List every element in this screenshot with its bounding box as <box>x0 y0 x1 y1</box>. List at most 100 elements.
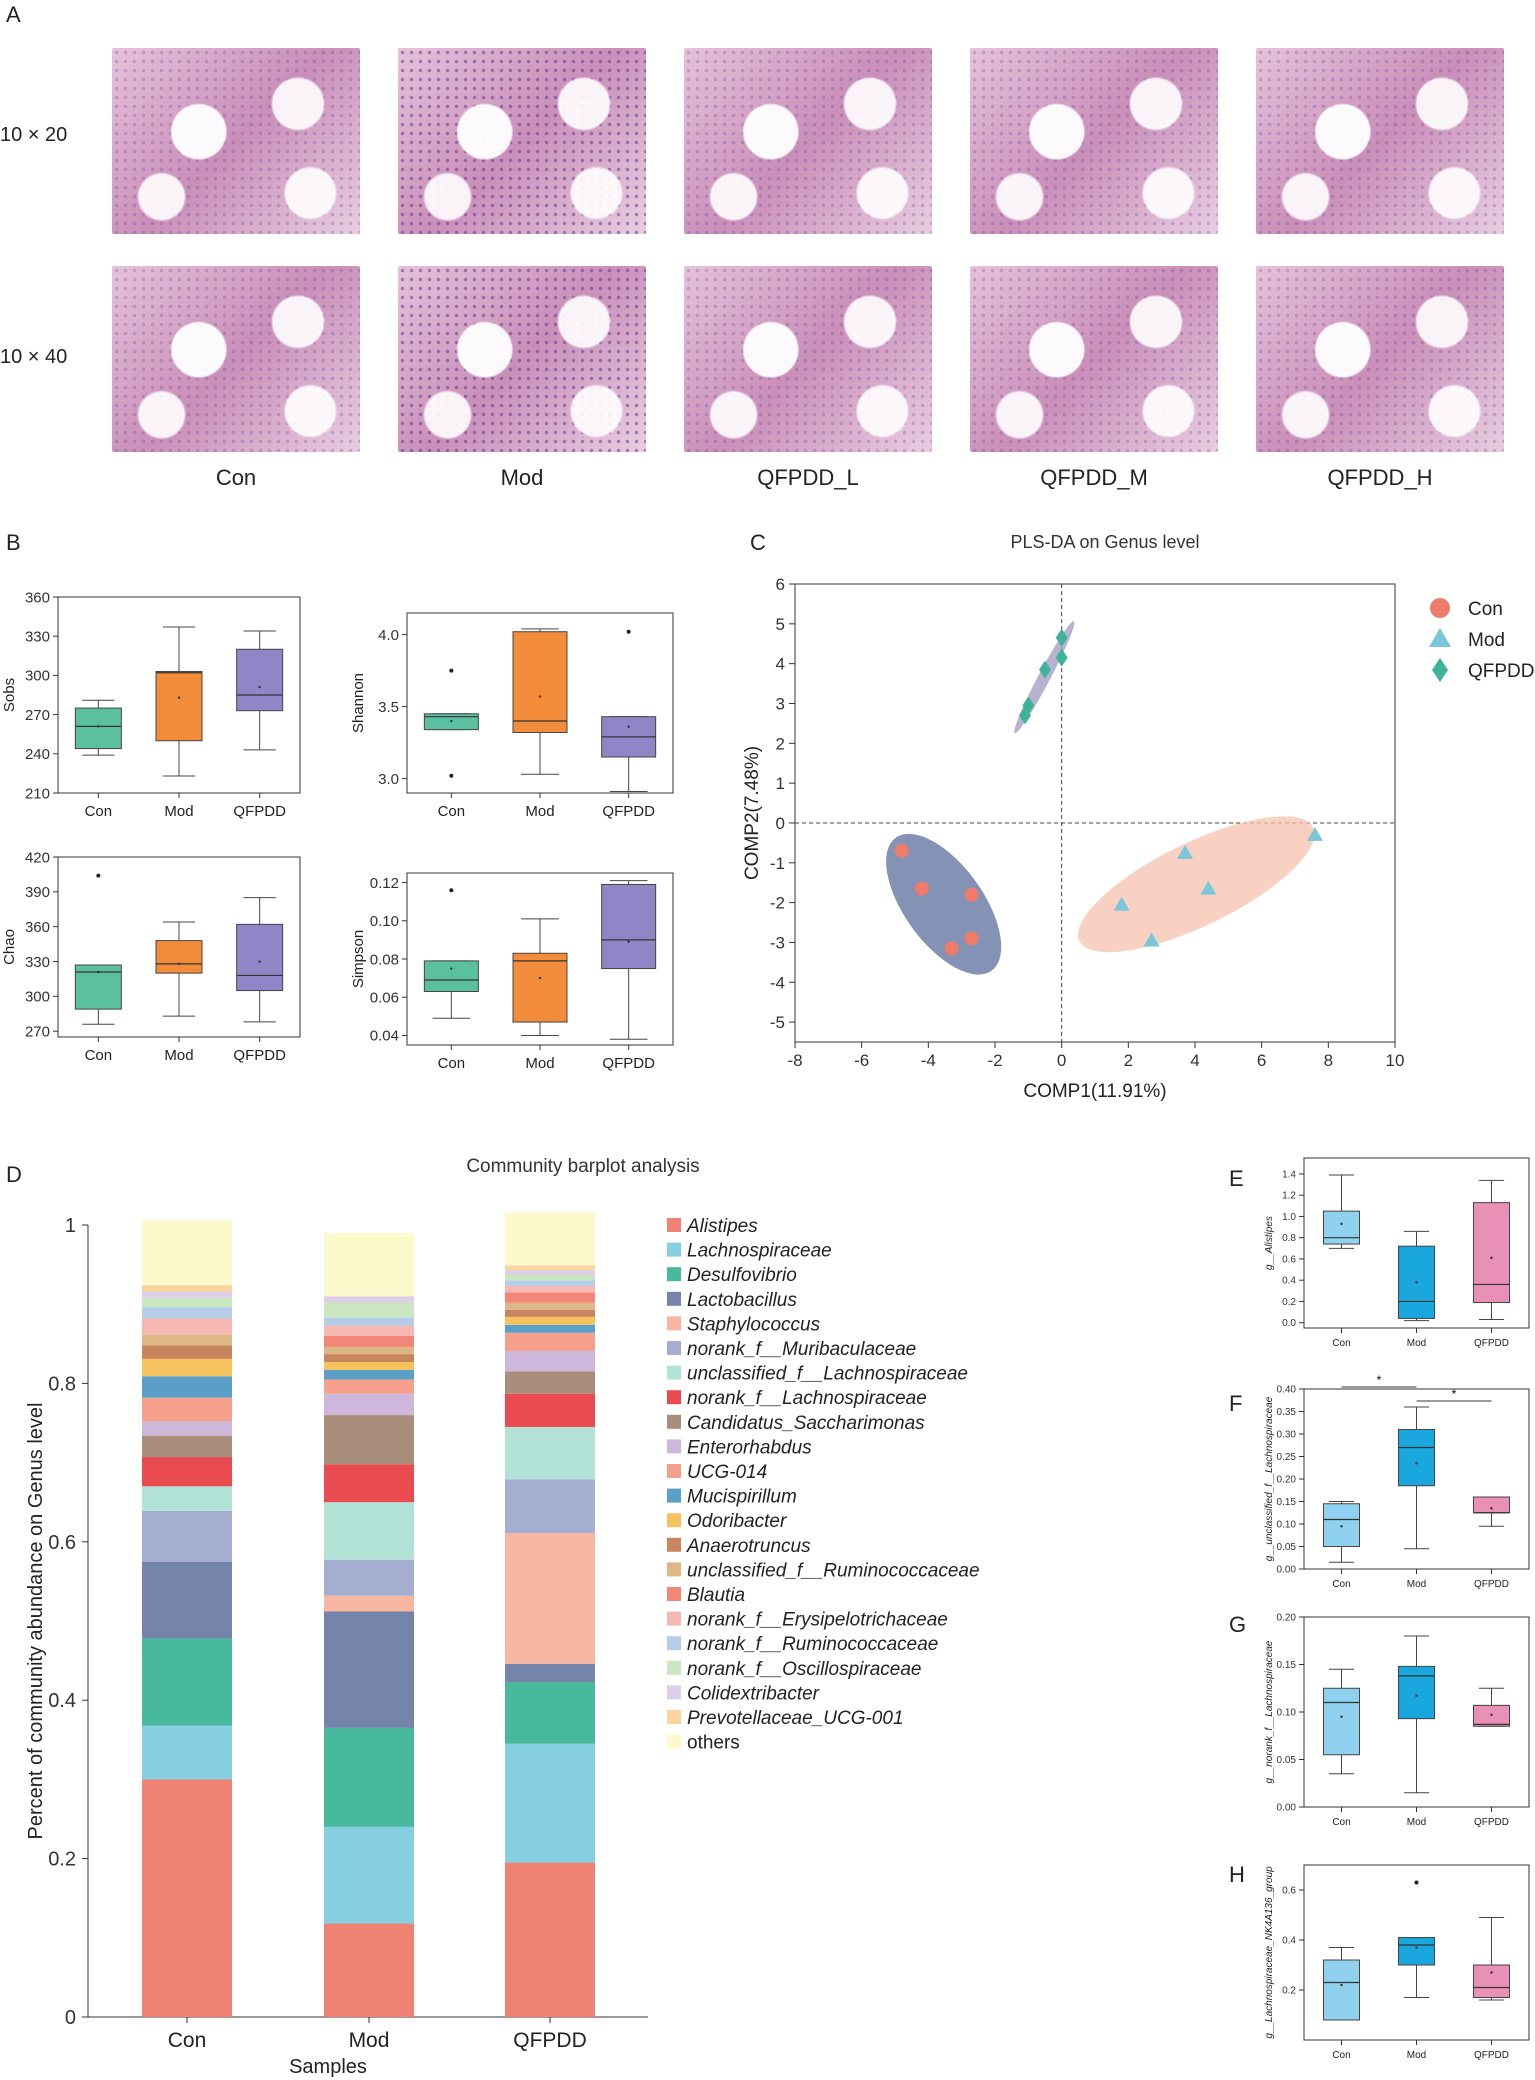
mean-point <box>1415 1946 1418 1949</box>
x-tick-label: Mod <box>525 1055 554 1072</box>
bar-segment-candidatus-saccharimonas <box>142 1435 232 1458</box>
bar-segment-anaerotruncus <box>505 1309 595 1317</box>
y-tick-label: 0.40 <box>1277 1385 1297 1396</box>
y-tick-label: 0.2 <box>1282 1297 1296 1308</box>
x-tick-label: Con <box>438 1055 466 1072</box>
bar-segment-desulfovibrio <box>324 1727 414 1827</box>
box-con <box>1323 1959 1360 2021</box>
histology-image <box>398 266 646 452</box>
x-tick-label: Mod <box>164 1047 193 1064</box>
x-tick-label: Con <box>1332 1817 1350 1828</box>
legend-label: Anaerotruncus <box>686 1536 811 1557</box>
y-tick-label: 0.4 <box>48 1690 76 1712</box>
legend-label: Candidatus_Saccharimonas <box>687 1413 925 1434</box>
y-tick-label: 0.6 <box>1282 1886 1296 1897</box>
legend-label: Staphylococcus <box>687 1314 821 1335</box>
legend-label: unclassified_f__Lachnospiraceae <box>687 1364 968 1385</box>
bar-segment-colidextribacter <box>142 1291 232 1298</box>
x-tick-label: QFPDD <box>233 1047 286 1064</box>
mean-point <box>258 960 261 963</box>
legend-swatch <box>667 1341 681 1355</box>
bar-segment-norank-f-erysipelotrichaceae <box>324 1325 414 1336</box>
point-qfpdd <box>1055 648 1068 667</box>
mean-point <box>627 940 630 943</box>
legend-label: unclassified_f__Ruminococcaceae <box>687 1560 980 1581</box>
bar-segment-lachnospiraceae <box>505 1743 595 1863</box>
legend-swatch <box>667 1390 681 1405</box>
x-tick-label: QFPDD <box>602 1055 655 1072</box>
histology-column-label: QFPDD_H <box>1327 465 1433 490</box>
bar-segment-norank-f-lachnospiraceae <box>142 1457 232 1487</box>
y-tick-label: 6 <box>776 575 785 594</box>
bar-segment-alistipes <box>505 1862 595 2017</box>
x-tick-label: -6 <box>854 1051 869 1070</box>
chart-title: PLS-DA on Genus level <box>1010 532 1199 552</box>
legend-label: Odoribacter <box>687 1511 787 1532</box>
nk4a136-boxplot: 0.2 0.4 0.6 Con Mod QFPDD g__Lachnospiraceae_N… <box>1264 1864 1530 2061</box>
mean-point <box>1490 1713 1493 1717</box>
shannon-boxplot: 3.0 3.5 4.0 Con Mod QFPDD Shannon <box>350 612 674 820</box>
x-tick-label: Mod <box>1407 1338 1426 1349</box>
bar-segment-norank-f-erysipelotrichaceae <box>505 1285 595 1293</box>
legend-label: Enterorhabdus <box>687 1437 812 1458</box>
y-axis-label: Chao <box>1 929 18 965</box>
y-tick-label: -4 <box>770 973 785 992</box>
bar-segment-unclassified-f-lachnospiraceae <box>505 1426 595 1480</box>
bar-segment-prevotellaceae-ucg-001 <box>142 1285 232 1292</box>
bar-segment-candidatus-saccharimonas <box>505 1371 595 1394</box>
bar-segment-desulfovibrio <box>505 1681 595 1744</box>
x-tick-label: Con <box>85 1047 113 1064</box>
box-mod <box>1398 1245 1435 1319</box>
simpson-boxplot: 0.04 0.06 0.08 0.10 0.12 Con Mod QFPDD Simpson <box>350 872 674 1072</box>
bar-segment-enterorhabdus <box>505 1350 595 1372</box>
mean-point <box>1340 1525 1343 1528</box>
y-tick-label: 0.2 <box>1282 1986 1296 1997</box>
x-tick-label: Con <box>438 803 466 820</box>
x-tick-label: Con <box>1332 2050 1350 2061</box>
legend-swatch <box>667 1710 681 1724</box>
legend-label: norank_f__Erysipelotrichaceae <box>687 1610 948 1631</box>
mean-point <box>177 962 181 966</box>
chart-title: Community barplot analysis <box>466 1156 699 1177</box>
box-qfpdd <box>601 883 657 970</box>
mean-point <box>1490 1971 1493 1974</box>
y-tick-label: 1.4 <box>1282 1169 1296 1180</box>
legend-label: Prevotellaceae_UCG-001 <box>687 1708 904 1729</box>
y-tick-label: 0.20 <box>1277 1475 1297 1486</box>
y-tick-label: 0.04 <box>370 1028 399 1045</box>
y-tick-label: 0.10 <box>370 913 399 930</box>
bar-segment-desulfovibrio <box>142 1638 232 1726</box>
y-tick-label: 0.4 <box>1282 1276 1296 1287</box>
x-tick-label: 2 <box>1124 1051 1133 1070</box>
bar-segment-blautia <box>505 1292 595 1303</box>
bar-segment-colidextribacter <box>505 1270 595 1275</box>
y-tick-label: 0.4 <box>1282 1936 1296 1947</box>
y-tick-label: 390 <box>25 884 50 901</box>
legend-label: UCG-014 <box>687 1462 767 1483</box>
bar-segment-staphylococcus <box>324 1595 414 1612</box>
histology-column-label: Con <box>215 465 257 490</box>
y-tick-label: 420 <box>25 849 50 866</box>
histology-column-label: Mod <box>500 465 544 490</box>
box-mod <box>1398 1937 1435 1966</box>
legend-label: Lachnospiraceae <box>687 1241 832 1262</box>
y-tick-label: 1.2 <box>1282 1191 1296 1202</box>
y-tick-label: 0.12 <box>370 875 399 892</box>
bar-segment-norank-f-lachnospiraceae <box>505 1393 595 1427</box>
x-tick-label: Con <box>85 803 113 820</box>
legend-marker-mod <box>1429 628 1451 647</box>
bar-segment-lactobacillus <box>324 1611 414 1728</box>
x-tick-label: Mod <box>1407 2050 1426 2061</box>
y-tick-label: 0.8 <box>1282 1233 1296 1244</box>
y-tick-label: 1 <box>776 774 785 793</box>
mean-point <box>97 725 100 728</box>
histology-image <box>1256 266 1504 452</box>
box-mod <box>512 631 568 734</box>
y-tick-label: 330 <box>25 954 50 971</box>
histology-image <box>970 48 1218 234</box>
mean-point <box>177 696 181 699</box>
point-qfpdd <box>1039 660 1051 679</box>
community-barplot: Community barplot analysis 0 0.2 0.4 0.6 0.8 1… <box>25 1156 980 2078</box>
unclassified-lachnospiraceae-boxplot: 0.00 0.05 0.10 0.15 0.20 0.25 0.30 0.35 0.40 Con M… <box>1264 1375 1530 1590</box>
legend-label: QFPDD <box>1468 661 1535 682</box>
